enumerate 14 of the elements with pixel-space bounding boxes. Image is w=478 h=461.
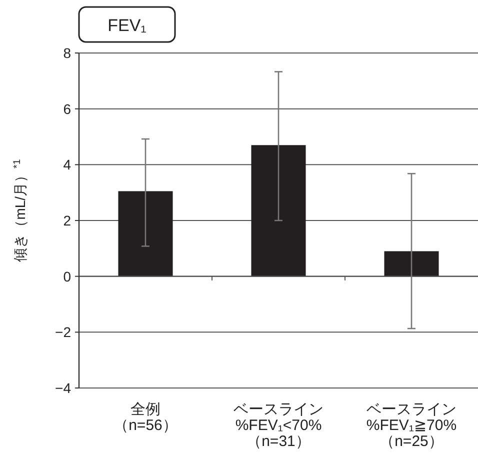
y-tick-label: −2: [55, 324, 72, 340]
y-tick-label: 8: [63, 45, 72, 61]
x-tick-label: 全例（n=56）: [114, 401, 178, 434]
y-tick-label: 6: [63, 100, 72, 117]
chart-title: FEV₁: [108, 16, 147, 35]
y-tick-label: −4: [55, 380, 72, 396]
bar: [118, 191, 173, 276]
y-tick-label: 0: [63, 268, 72, 284]
y-tick-label: 4: [63, 156, 72, 173]
bar: [251, 145, 306, 276]
x-tick-label: ベースライン%FEV₁≧70%（n=25）: [366, 401, 457, 450]
y-tick-label: 2: [63, 212, 72, 228]
x-tick-label: ベースライン%FEV₁<70%（n=31）: [234, 401, 324, 450]
bar: [384, 251, 439, 276]
